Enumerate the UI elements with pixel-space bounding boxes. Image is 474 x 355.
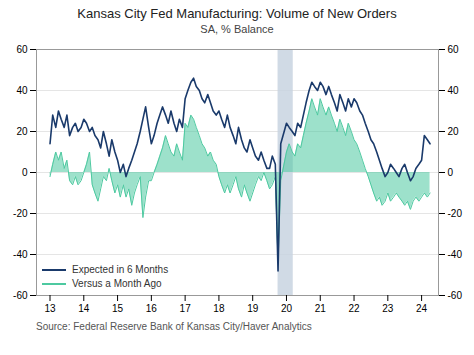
svg-text:22: 22 [348,303,360,314]
svg-text:40: 40 [16,85,28,96]
html-text:SA, % Balance: SA, % Balance [200,23,274,35]
html-text:Versus a Month Ago: Versus a Month Ago [72,278,162,289]
svg-text:60: 60 [448,44,460,55]
svg-text:18: 18 [213,303,225,314]
svg-text:23: 23 [382,303,394,314]
svg-text:20: 20 [281,303,293,314]
svg-text:17: 17 [180,303,192,314]
svg-text:-60: -60 [448,290,463,301]
svg-text:16: 16 [146,303,158,314]
html-text:Source: Federal Reserve Bank o: Source: Federal Reserve Bank of Kansas C… [36,321,312,332]
svg-text:-60: -60 [13,290,28,301]
svg-text:20: 20 [448,126,460,137]
svg-text:13: 13 [44,303,56,314]
svg-text:-40: -40 [448,249,463,260]
svg-text:21: 21 [315,303,327,314]
svg-text:24: 24 [416,303,428,314]
svg-text:-20: -20 [13,208,28,219]
svg-text:20: 20 [16,126,28,137]
svg-text:60: 60 [16,44,28,55]
svg-text:14: 14 [78,303,90,314]
svg-text:-40: -40 [13,249,28,260]
svg-text:-20: -20 [448,208,463,219]
svg-text:19: 19 [247,303,259,314]
svg-text:0: 0 [448,167,454,178]
html-text:Kansas City Fed Manufacturing:: Kansas City Fed Manufacturing: Volume of… [77,6,397,21]
svg-text:0: 0 [22,167,28,178]
svg-text:15: 15 [112,303,124,314]
svg-text:40: 40 [448,85,460,96]
html-text:Expected in 6 Months: Expected in 6 Months [72,264,169,275]
